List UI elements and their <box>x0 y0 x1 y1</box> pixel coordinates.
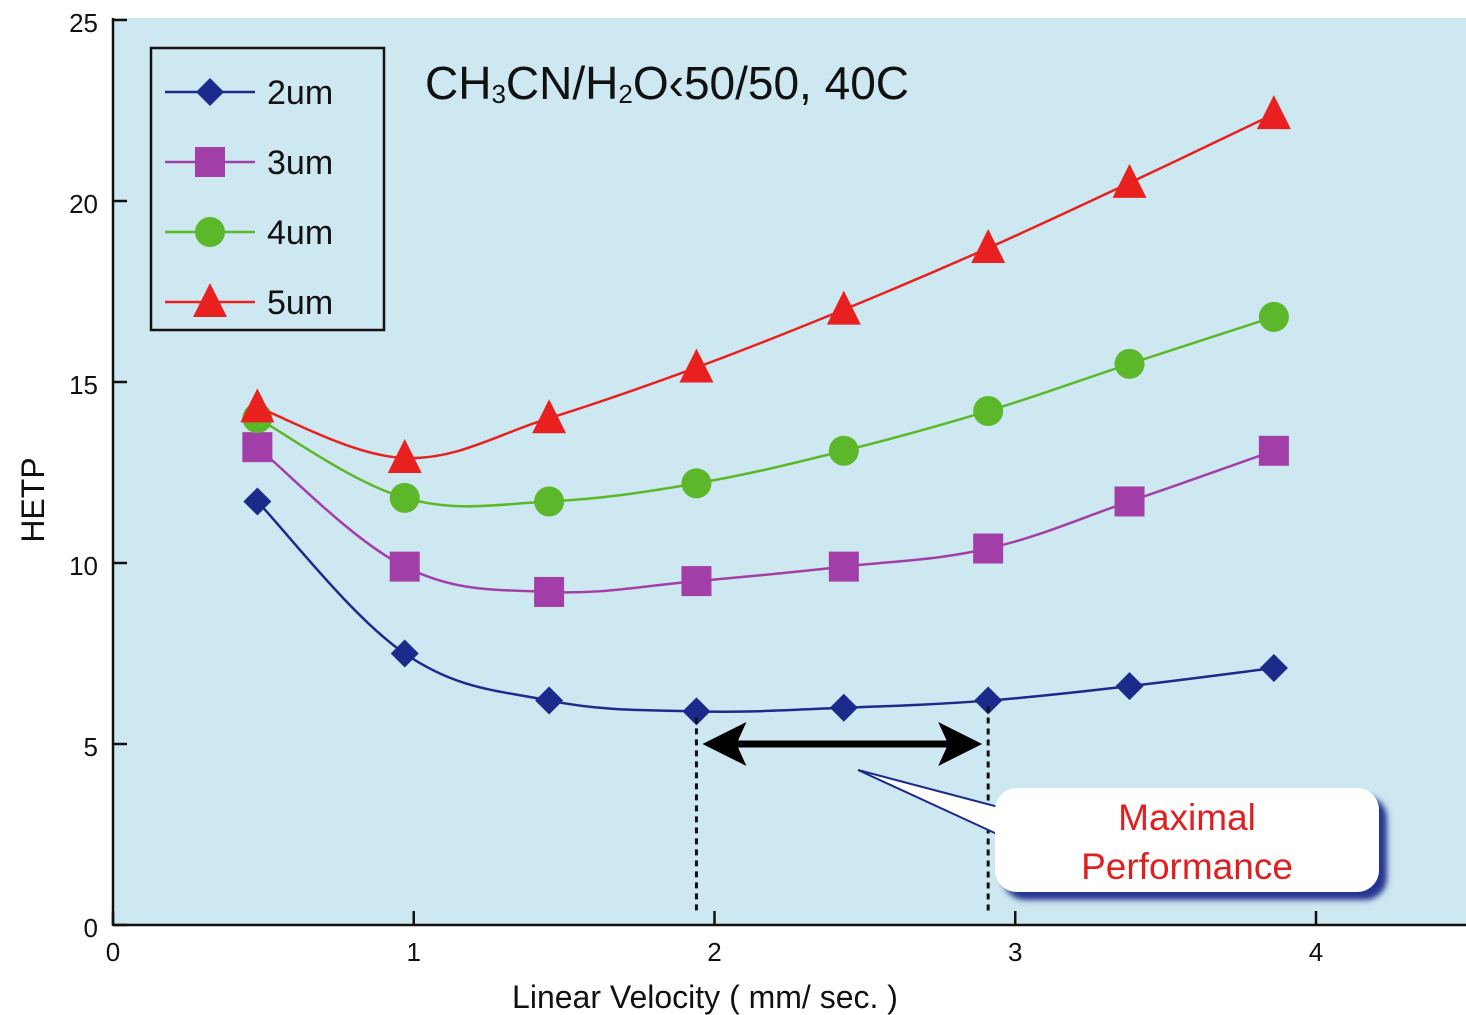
legend-item-2um: 2um <box>165 74 333 112</box>
series-layer <box>240 95 1291 726</box>
x-tick-label: 4 <box>1309 937 1323 967</box>
y-tick-label: 20 <box>69 189 98 219</box>
data-point-5um <box>826 290 861 325</box>
y-ticks: 0 5 10 15 20 25 <box>69 8 127 943</box>
data-point-2um <box>974 686 1003 715</box>
condition-part-2: CN/H <box>506 57 618 109</box>
y-tick-label: 15 <box>69 370 98 400</box>
x-axis-title: Linear Velocity ( mm/ sec. ) <box>512 979 898 1015</box>
data-point-2um <box>829 693 858 722</box>
legend-box <box>149 46 386 332</box>
y-tick-label: 0 <box>84 913 98 943</box>
legend-marker-3um <box>195 147 225 177</box>
x-tick-label: 1 <box>407 937 421 967</box>
x-tick-label: 0 <box>106 937 120 967</box>
data-point-3um <box>389 551 420 582</box>
condition-part-1: CH <box>425 57 491 109</box>
legend-label-3um: 3um <box>267 144 333 182</box>
y-tick-label: 5 <box>84 732 98 762</box>
data-point-3um <box>973 533 1004 564</box>
data-point-3um <box>534 576 565 607</box>
data-point-3um <box>681 566 712 597</box>
data-point-5um <box>387 439 422 474</box>
series-line-5um <box>256 112 1275 460</box>
data-point-2um <box>1115 672 1144 701</box>
legend-marker-5um <box>193 283 227 317</box>
legend-item-4um: 4um <box>165 214 333 252</box>
legend-item-3um: 3um <box>165 144 333 182</box>
data-point-5um <box>532 399 567 434</box>
data-point-4um <box>389 482 420 513</box>
data-point-3um <box>1114 486 1145 517</box>
y-tick-label: 25 <box>69 8 98 38</box>
legend-label-5um: 5um <box>267 284 333 322</box>
callout: Maximal Performance <box>857 769 1379 892</box>
series-4um <box>242 301 1289 517</box>
data-point-3um <box>242 432 273 463</box>
legend-label-2um: 2um <box>267 74 333 112</box>
condition-sub-1: 3 <box>491 79 505 109</box>
callout-box <box>995 788 1379 892</box>
legend: 2um 3um 4um 5um <box>149 46 386 332</box>
axes <box>111 18 1466 927</box>
series-5um <box>240 95 1291 474</box>
data-point-2um <box>1259 653 1288 682</box>
legend-items: 2um 3um 4um 5um <box>165 74 333 322</box>
data-point-4um <box>1114 348 1145 379</box>
x-ticks: 0 1 2 3 4 <box>106 911 1323 967</box>
data-point-4um <box>534 486 565 517</box>
data-point-5um <box>971 229 1006 264</box>
data-point-2um <box>535 686 564 715</box>
legend-item-5um: 5um <box>165 283 333 322</box>
y-axis-title: HETP <box>15 457 51 542</box>
callout-line-1: Maximal <box>1118 797 1256 838</box>
data-point-3um <box>1258 435 1289 466</box>
data-point-2um <box>243 487 272 516</box>
condition-annotation: CH3CN/H2O‹50/50, 40C <box>425 57 909 109</box>
x-tick-label: 3 <box>1008 937 1022 967</box>
legend-marker-2um <box>196 78 224 106</box>
data-point-5um <box>679 348 714 383</box>
y-tick-label: 10 <box>69 551 98 581</box>
series-2um <box>243 487 1288 726</box>
range-arrow-head-left <box>702 722 747 766</box>
series-3um <box>242 432 1289 607</box>
data-point-4um <box>828 435 859 466</box>
legend-marker-4um <box>195 217 225 247</box>
condition-sub-2: 2 <box>618 79 632 109</box>
data-point-2um <box>682 697 711 726</box>
data-point-3um <box>828 551 859 582</box>
x-tick-label: 2 <box>707 937 721 967</box>
data-point-4um <box>1258 301 1289 332</box>
data-point-4um <box>973 395 1004 426</box>
data-point-2um <box>390 639 419 668</box>
data-point-5um <box>1256 95 1291 130</box>
data-point-5um <box>1112 163 1147 198</box>
data-point-5um <box>240 388 275 423</box>
range-arrow-head-right <box>938 722 983 766</box>
callout-line-2: Performance <box>1081 846 1293 887</box>
legend-label-4um: 4um <box>267 214 333 252</box>
condition-part-3: O‹50/50, 40C <box>633 57 909 109</box>
data-point-4um <box>681 468 712 499</box>
